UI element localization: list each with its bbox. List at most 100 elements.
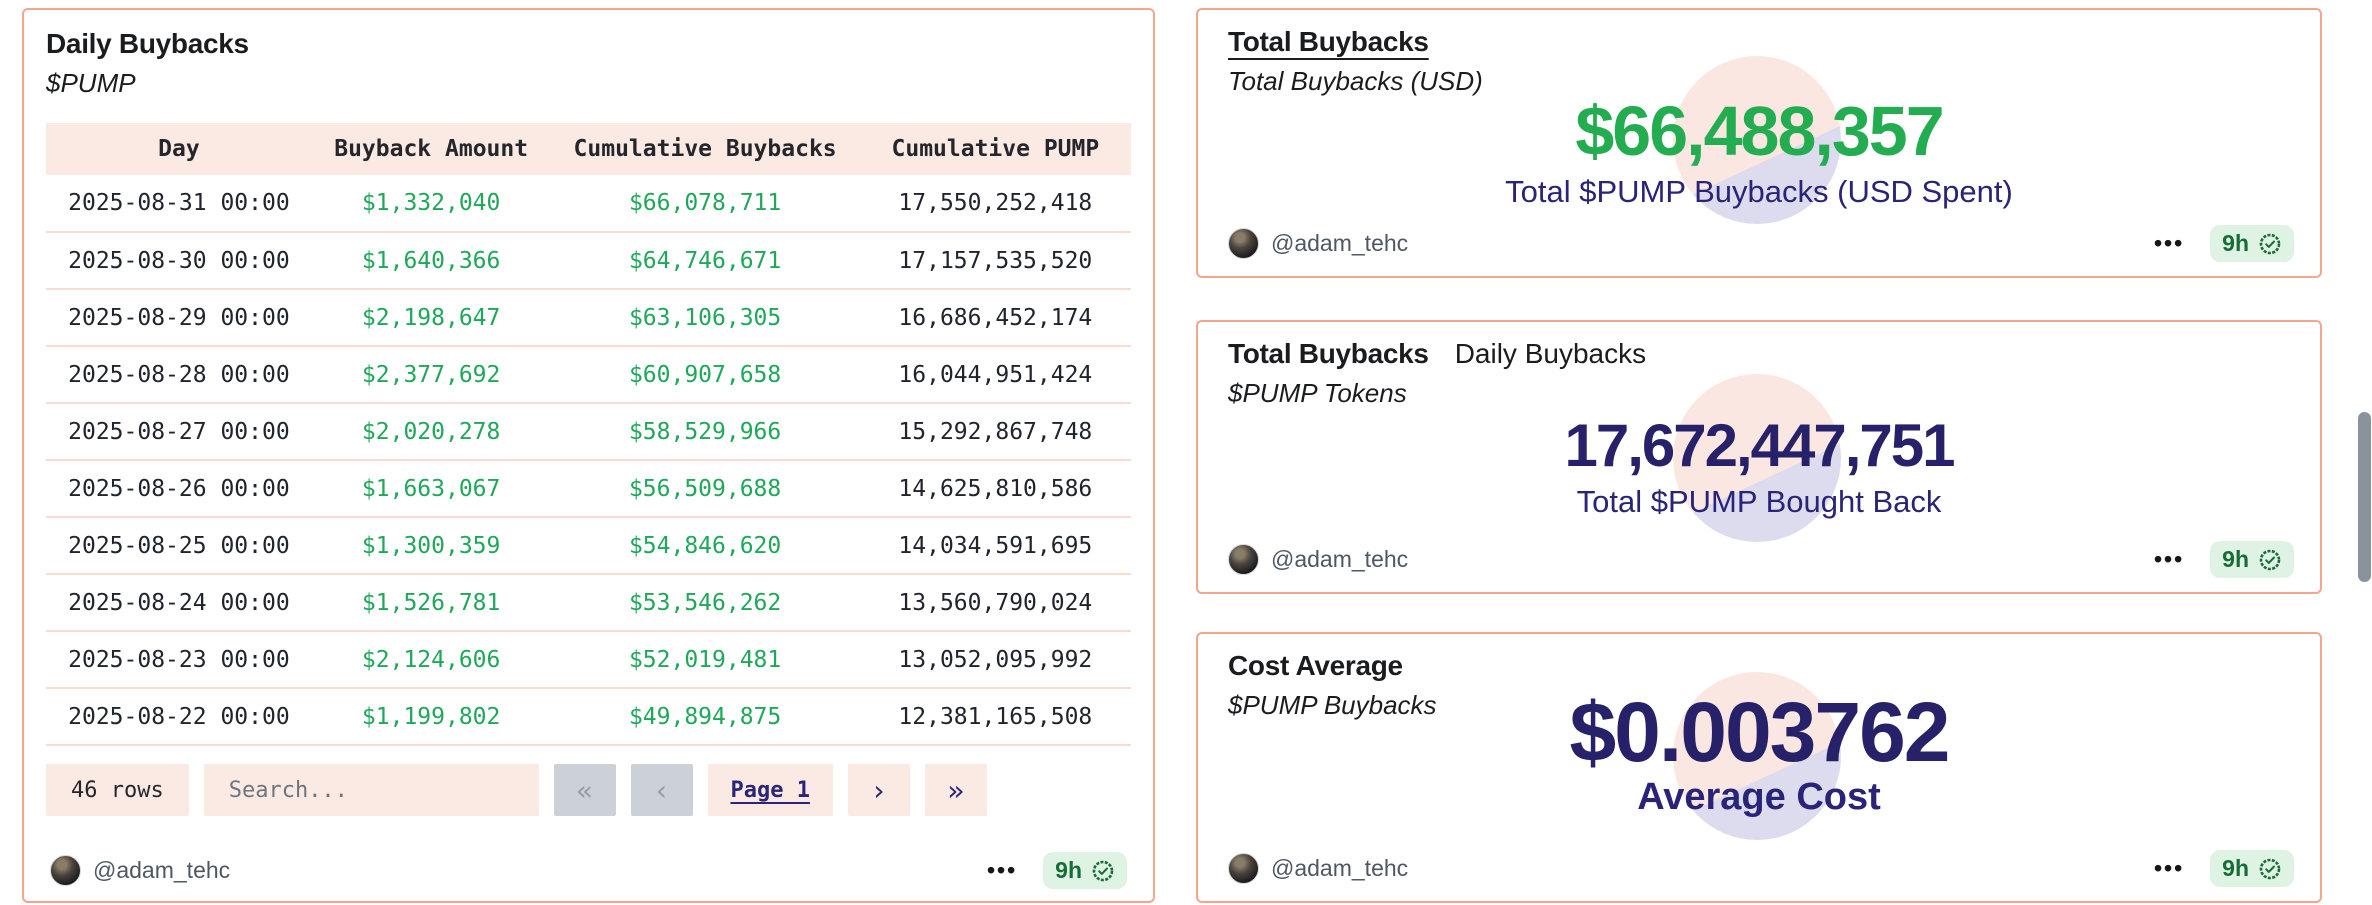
cell-cumulative-buybacks: $52,019,481: [550, 631, 860, 689]
stat-caption: Average Cost: [1637, 776, 1881, 818]
search-input[interactable]: [203, 764, 539, 816]
cell-buyback-amount: $1,526,781: [311, 574, 551, 632]
card-footer: @adam_tehc ••• 9h: [1228, 541, 2294, 578]
cell-cumulative-pump: 16,686,452,174: [859, 289, 1131, 347]
card-subtitle: $PUMP: [46, 68, 136, 98]
total-buybacks-tokens-card: Total Buybacks Daily Buybacks $PUMP Toke…: [1196, 320, 2322, 594]
verified-seal-icon: [2258, 857, 2282, 881]
table-row: 2025-08-30 00:00 $1,640,366 $64,746,671 …: [46, 232, 1131, 290]
total-buybacks-usd-card: Total Buybacks Total Buybacks (USD) $66,…: [1196, 8, 2322, 278]
cell-cumulative-buybacks: $58,529,966: [550, 403, 860, 461]
table-row: 2025-08-22 00:00 $1,199,802 $49,894,875 …: [46, 688, 1131, 746]
card-subtitle: $PUMP Buybacks: [1228, 690, 1437, 720]
cost-average-card: Cost Average $PUMP Buybacks $0.003762 Av…: [1196, 632, 2322, 903]
cell-day: 2025-08-27 00:00: [46, 403, 312, 461]
pagination-bar: 46 rows « ‹ Page 1 › »: [46, 764, 1131, 816]
table-row: 2025-08-29 00:00 $2,198,647 $63,106,305 …: [46, 289, 1131, 347]
cell-cumulative-buybacks: $53,546,262: [550, 574, 860, 632]
more-menu-icon[interactable]: •••: [2153, 855, 2185, 881]
table-body: 2025-08-31 00:00 $1,332,040 $66,078,711 …: [46, 175, 1131, 746]
cell-day: 2025-08-23 00:00: [46, 631, 312, 689]
card-title-link[interactable]: Total Buybacks: [1228, 26, 1429, 57]
cell-cumulative-pump: 17,550,252,418: [859, 175, 1131, 233]
freshness-badge[interactable]: 9h: [2210, 850, 2294, 887]
table-row: 2025-08-25 00:00 $1,300,359 $54,846,620 …: [46, 517, 1131, 575]
cell-cumulative-pump: 14,625,810,586: [859, 460, 1131, 518]
next-page-button[interactable]: ›: [847, 764, 910, 816]
avatar[interactable]: [1228, 853, 1259, 884]
verified-seal-icon: [2258, 548, 2282, 572]
author-handle[interactable]: @adam_tehc: [1271, 230, 1409, 256]
cell-cumulative-buybacks: $64,746,671: [550, 232, 860, 290]
cell-day: 2025-08-30 00:00: [46, 232, 312, 290]
stat-caption: Total $PUMP Buybacks (USD Spent): [1505, 174, 2013, 209]
cell-buyback-amount: $2,377,692: [311, 346, 551, 404]
cell-cumulative-buybacks: $66,078,711: [550, 175, 860, 233]
table-row: 2025-08-23 00:00 $2,124,606 $52,019,481 …: [46, 631, 1131, 689]
column-header-cumulative-pump: Cumulative PUMP: [859, 123, 1131, 175]
cell-cumulative-pump: 14,034,591,695: [859, 517, 1131, 575]
vertical-scrollbar[interactable]: [2358, 412, 2371, 582]
avatar[interactable]: [1228, 228, 1259, 259]
cell-cumulative-buybacks: $56,509,688: [550, 460, 860, 518]
column-header-cumulative-buybacks: Cumulative Buybacks: [550, 123, 860, 175]
cell-buyback-amount: $2,124,606: [311, 631, 551, 689]
cell-cumulative-buybacks: $54,846,620: [550, 517, 860, 575]
cell-buyback-amount: $2,020,278: [311, 403, 551, 461]
stat-value: $0.003762: [1569, 685, 1950, 779]
card-title: Total Buybacks: [1228, 338, 1429, 369]
pie-watermark: [1673, 56, 1841, 224]
stat-value: $66,488,357: [1575, 92, 1944, 170]
cell-day: 2025-08-28 00:00: [46, 346, 312, 404]
age-label: 9h: [2222, 855, 2249, 881]
card-subtitle: Total Buybacks (USD): [1228, 66, 1483, 96]
pie-watermark: [1673, 374, 1841, 542]
last-page-button[interactable]: »: [924, 764, 987, 816]
column-header-day: Day: [46, 123, 312, 175]
page-indicator[interactable]: Page 1: [707, 764, 833, 816]
first-page-button[interactable]: «: [553, 764, 616, 816]
more-menu-icon[interactable]: •••: [2153, 230, 2185, 256]
cell-day: 2025-08-25 00:00: [46, 517, 312, 575]
column-header-buyback-amount: Buyback Amount: [311, 123, 551, 175]
pie-watermark: [1673, 672, 1841, 840]
page-title: Daily Buybacks: [46, 28, 249, 59]
cell-day: 2025-08-29 00:00: [46, 289, 312, 347]
cell-day: 2025-08-22 00:00: [46, 688, 312, 746]
cell-buyback-amount: $1,300,359: [311, 517, 551, 575]
avatar[interactable]: [1228, 544, 1259, 575]
card-footer: @adam_tehc ••• 9h: [1228, 850, 2294, 887]
table-row: 2025-08-26 00:00 $1,663,067 $56,509,688 …: [46, 460, 1131, 518]
table-header-row: Day Buyback Amount Cumulative Buybacks C…: [46, 123, 1131, 175]
cell-cumulative-pump: 13,560,790,024: [859, 574, 1131, 632]
table-row: 2025-08-31 00:00 $1,332,040 $66,078,711 …: [46, 175, 1131, 233]
cell-cumulative-pump: 17,157,535,520: [859, 232, 1131, 290]
author-handle[interactable]: @adam_tehc: [93, 857, 231, 883]
author-handle[interactable]: @adam_tehc: [1271, 546, 1409, 572]
more-menu-icon[interactable]: •••: [986, 857, 1018, 883]
cell-buyback-amount: $1,640,366: [311, 232, 551, 290]
age-label: 9h: [2222, 230, 2249, 256]
cell-cumulative-pump: 12,381,165,508: [859, 688, 1131, 746]
cell-day: 2025-08-24 00:00: [46, 574, 312, 632]
card-title: Cost Average: [1228, 650, 1403, 681]
cell-buyback-amount: $2,198,647: [311, 289, 551, 347]
verified-seal-icon: [2258, 232, 2282, 256]
freshness-badge[interactable]: 9h: [2210, 225, 2294, 262]
prev-page-button[interactable]: ‹: [630, 764, 693, 816]
author-handle[interactable]: @adam_tehc: [1271, 855, 1409, 881]
card-footer: @adam_tehc ••• 9h: [1228, 225, 2294, 262]
cell-buyback-amount: $1,663,067: [311, 460, 551, 518]
cell-cumulative-pump: 15,292,867,748: [859, 403, 1131, 461]
table-row: 2025-08-24 00:00 $1,526,781 $53,546,262 …: [46, 574, 1131, 632]
card-title-secondary: Daily Buybacks: [1454, 338, 1647, 369]
avatar[interactable]: [50, 855, 81, 886]
cell-cumulative-pump: 16,044,951,424: [859, 346, 1131, 404]
freshness-badge[interactable]: 9h: [2210, 541, 2294, 578]
freshness-badge[interactable]: 9h: [1043, 852, 1127, 889]
table-row: 2025-08-28 00:00 $2,377,692 $60,907,658 …: [46, 346, 1131, 404]
verified-seal-icon: [1091, 859, 1115, 883]
table-row: 2025-08-27 00:00 $2,020,278 $58,529,966 …: [46, 403, 1131, 461]
daily-buybacks-card: Daily Buybacks $PUMP Day Buyback Amount …: [22, 8, 1155, 903]
more-menu-icon[interactable]: •••: [2153, 546, 2185, 572]
